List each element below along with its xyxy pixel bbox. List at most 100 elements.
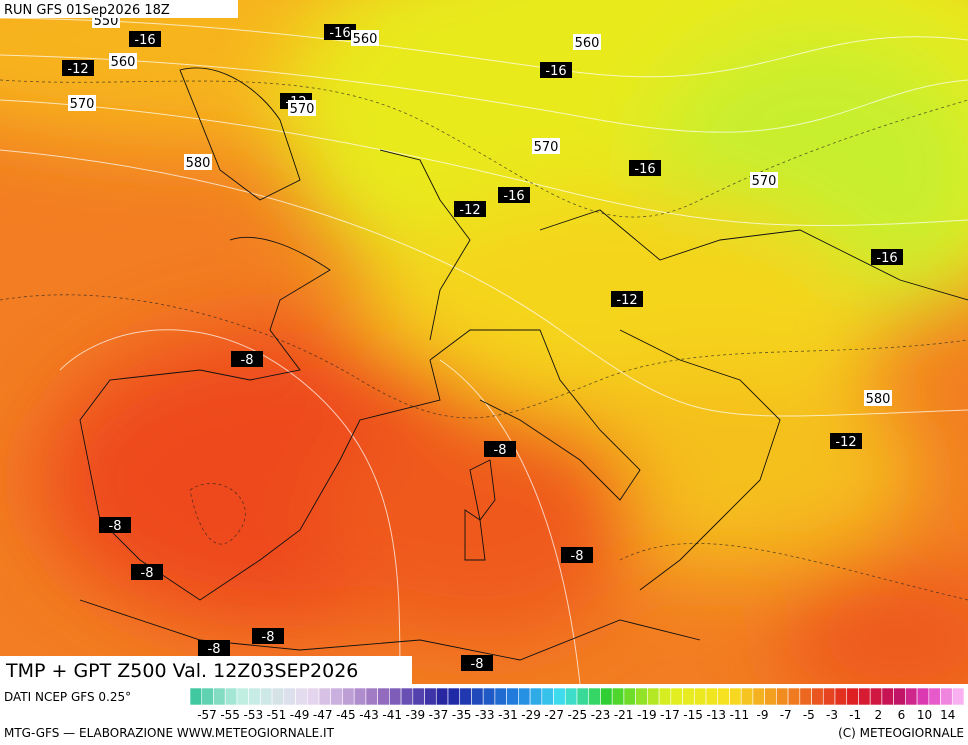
temp-label: -16: [634, 162, 655, 177]
temp-label-box: [461, 655, 493, 671]
temp-label: -8: [471, 657, 484, 672]
footer-left: MTG-GFS — ELABORAZIONE WWW.METEOGIORNALE…: [4, 726, 335, 740]
height-label: 570: [752, 174, 777, 189]
temp-label-box: [561, 547, 593, 563]
color-swatch: [236, 687, 249, 706]
temp-label-box: [129, 31, 161, 47]
colorbar-label: -9: [757, 708, 769, 722]
height-label: 560: [353, 32, 378, 47]
color-swatch: [447, 687, 461, 706]
color-swatch: [705, 687, 719, 706]
color-swatch: [424, 687, 437, 706]
color-swatch: [518, 687, 531, 706]
color-swatch: [400, 687, 414, 706]
temp-label-box: [484, 441, 516, 457]
colorbar-label: -11: [730, 708, 750, 722]
run-label: RUN GFS 01Sep2026 18Z: [4, 3, 170, 18]
temp-label-box: [611, 291, 643, 307]
colorbar-label: -53: [243, 708, 263, 722]
height-label-box: [864, 390, 892, 406]
color-swatch: [717, 687, 730, 706]
color-swatch: [858, 687, 871, 706]
height-label: 570: [290, 102, 315, 117]
colorbar-label: -45: [336, 708, 356, 722]
color-swatch: [295, 687, 308, 706]
height-label-box: [573, 34, 601, 50]
color-swatch: [224, 687, 238, 706]
colorbar-label: -19: [637, 708, 657, 722]
color-swatch: [377, 687, 390, 706]
colorbar-label: -43: [359, 708, 379, 722]
color-swatch: [846, 687, 859, 706]
temp-label: -12: [67, 62, 88, 77]
temp-label: -16: [545, 64, 566, 79]
color-swatch: [940, 687, 953, 706]
colorbar-label: -25: [568, 708, 588, 722]
temp-label-box: [231, 351, 263, 367]
colorbar-label: -51: [267, 708, 287, 722]
colorbar-label: -13: [706, 708, 726, 722]
temp-label: -16: [329, 26, 350, 41]
color-swatch: [693, 687, 707, 706]
height-label: 580: [866, 392, 891, 407]
color-swatch: [799, 687, 812, 706]
height-label: 570: [70, 97, 95, 112]
height-label: 570: [534, 140, 559, 155]
color-swatch: [811, 687, 824, 706]
height-label: 560: [111, 55, 136, 70]
color-swatch: [189, 687, 203, 706]
color-swatch: [588, 687, 601, 706]
height-label-box: [750, 172, 778, 188]
temp-label-box: [252, 628, 284, 644]
temp-label-box: [198, 640, 230, 656]
color-swatch: [271, 687, 285, 706]
colorbar-label: -33: [475, 708, 495, 722]
color-swatch: [822, 687, 836, 706]
color-swatch: [553, 687, 566, 706]
color-swatch: [482, 687, 496, 706]
color-swatch: [318, 687, 332, 706]
height-label-box: [532, 138, 560, 154]
map: -16-16-12-16-12-16-16-12-16-12-8-8-12-8-…: [0, 0, 968, 684]
colorbar-label: -21: [614, 708, 634, 722]
colorbar-label: -7: [780, 708, 792, 722]
color-swatch: [869, 687, 883, 706]
temp-label: -8: [141, 566, 154, 581]
color-swatch: [635, 687, 648, 706]
colorbar-label: -39: [406, 708, 426, 722]
temp-label-box: [498, 187, 530, 203]
footer-right: (C) METEOGIORNALE: [838, 726, 964, 740]
temp-label: -16: [876, 251, 897, 266]
color-swatch: [283, 687, 296, 706]
color-swatch: [201, 687, 214, 706]
color-swatch: [916, 687, 930, 706]
colorbar-label: -35: [452, 708, 472, 722]
temp-label: -12: [835, 435, 856, 450]
color-swatch: [248, 687, 261, 706]
color-swatch: [611, 687, 625, 706]
colorbar-label: 2: [874, 708, 882, 722]
color-swatch: [600, 687, 613, 706]
colorbar-label: -55: [220, 708, 240, 722]
colorbar-label: -3: [826, 708, 838, 722]
temp-label-box: [131, 564, 163, 580]
color-swatch: [647, 687, 660, 706]
color-swatch: [740, 687, 754, 706]
height-label-box: [184, 154, 212, 170]
colorbar-label: -49: [290, 708, 310, 722]
source-label: DATI NCEP GFS 0.25°: [4, 690, 131, 704]
colorbar-label: -41: [382, 708, 402, 722]
color-swatch: [342, 687, 355, 706]
color-swatch: [658, 687, 672, 706]
color-swatch: [776, 687, 789, 706]
color-swatch: [435, 687, 449, 706]
height-label-box: [109, 53, 137, 69]
color-swatch: [365, 687, 378, 706]
colorbar-label: -47: [313, 708, 333, 722]
temp-label: -12: [459, 203, 480, 218]
run-box: [0, 0, 238, 18]
temp-label-box: [871, 249, 903, 265]
colorbar-label: -37: [429, 708, 449, 722]
temp-label: -8: [241, 353, 254, 368]
height-label-box: [288, 100, 316, 116]
